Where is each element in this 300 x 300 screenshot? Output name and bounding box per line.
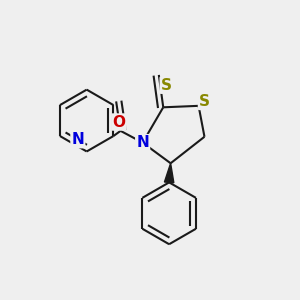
- Polygon shape: [164, 163, 174, 183]
- Text: O: O: [112, 115, 126, 130]
- Text: N: N: [136, 135, 149, 150]
- Text: S: S: [199, 94, 210, 109]
- Text: N: N: [71, 132, 84, 147]
- Text: S: S: [161, 78, 172, 93]
